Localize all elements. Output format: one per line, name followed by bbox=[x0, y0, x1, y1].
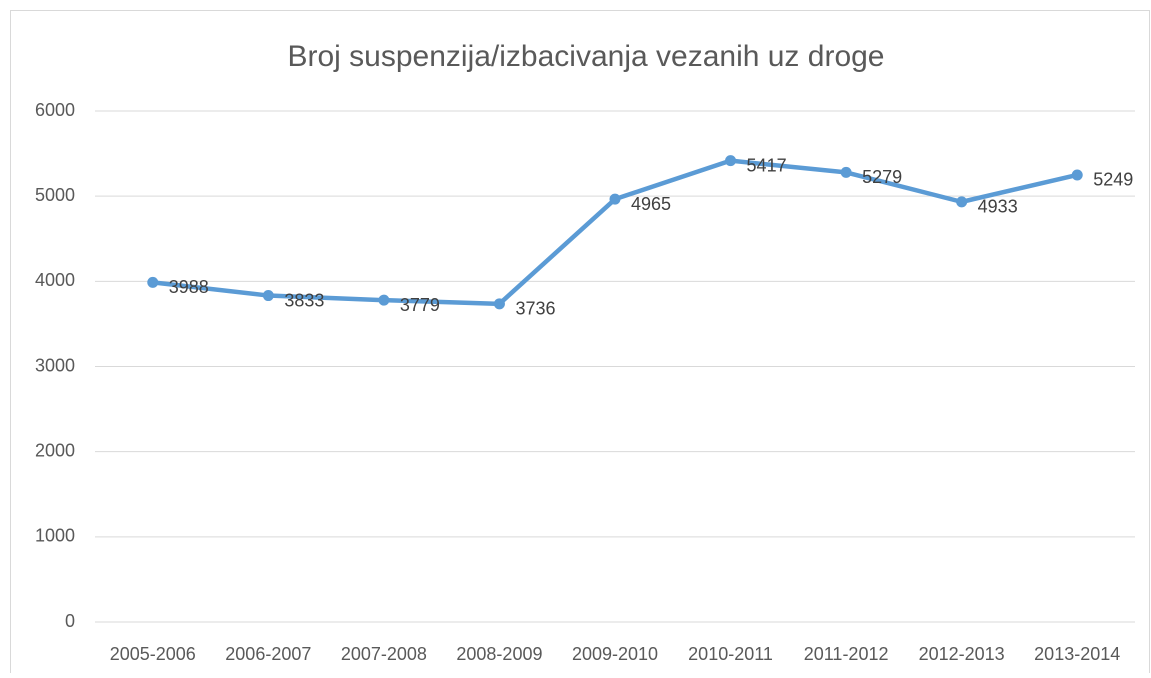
x-tick-label: 2012-2013 bbox=[919, 644, 1005, 664]
y-tick-label: 3000 bbox=[35, 355, 75, 375]
y-tick-label: 1000 bbox=[35, 526, 75, 546]
x-tick-label: 2006-2007 bbox=[225, 644, 311, 664]
chart-border bbox=[10, 10, 1150, 678]
data-label: 4933 bbox=[978, 197, 1018, 217]
x-tick-label: 2013-2014 bbox=[1034, 644, 1120, 664]
data-label: 5417 bbox=[747, 155, 787, 175]
data-label: 3779 bbox=[400, 295, 440, 315]
point bbox=[262, 290, 274, 302]
x-tick-label: 2007-2008 bbox=[341, 644, 427, 664]
data-label: 3736 bbox=[515, 299, 555, 319]
x-tick-label: 2011-2012 bbox=[804, 644, 889, 664]
x-tick-label: 2010-2011 bbox=[688, 644, 773, 664]
point bbox=[1071, 169, 1083, 181]
data-label: 4965 bbox=[631, 194, 671, 214]
point bbox=[493, 298, 505, 310]
point bbox=[956, 196, 968, 208]
point bbox=[147, 276, 159, 288]
data-label: 5249 bbox=[1093, 170, 1133, 190]
x-tick-label: 2008-2009 bbox=[456, 644, 542, 664]
data-label: 3988 bbox=[169, 277, 209, 297]
x-tick-label: 2005-2006 bbox=[110, 644, 196, 664]
data-label: 3833 bbox=[284, 290, 324, 310]
point bbox=[609, 193, 621, 205]
y-tick-label: 4000 bbox=[35, 270, 75, 290]
y-tick-label: 5000 bbox=[35, 185, 75, 205]
data-label: 5279 bbox=[862, 167, 902, 187]
chart-title: Broj suspenzija/izbacivanja vezanih uz d… bbox=[287, 40, 884, 73]
point bbox=[725, 155, 737, 167]
x-tick-label: 2009-2010 bbox=[572, 644, 658, 664]
y-tick-label: 0 bbox=[65, 611, 75, 631]
point bbox=[840, 166, 852, 178]
y-tick-label: 6000 bbox=[35, 100, 75, 120]
point bbox=[378, 294, 390, 306]
y-tick-label: 2000 bbox=[35, 440, 75, 460]
